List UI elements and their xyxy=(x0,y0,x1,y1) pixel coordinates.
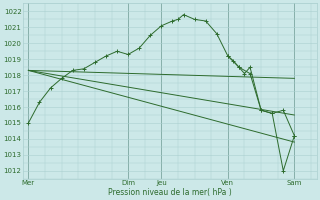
X-axis label: Pression niveau de la mer( hPa ): Pression niveau de la mer( hPa ) xyxy=(108,188,232,197)
